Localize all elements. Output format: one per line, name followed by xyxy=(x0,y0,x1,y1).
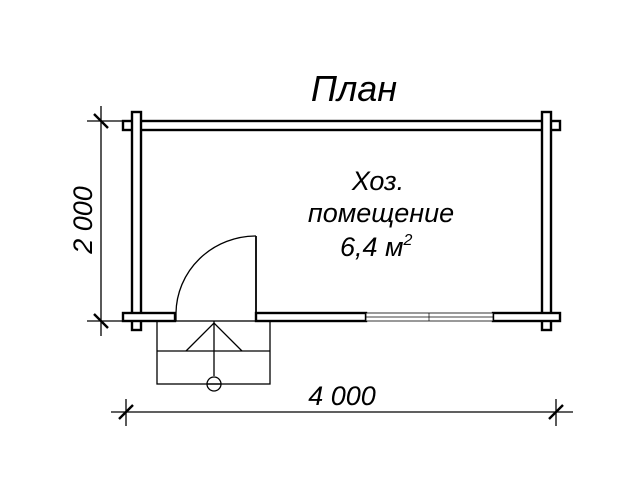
room-name-line2: помещение xyxy=(308,198,454,228)
bottom-wall-middle xyxy=(254,311,368,323)
width-dimension-label: 4 000 xyxy=(308,381,376,411)
right-wall xyxy=(540,110,553,332)
walls xyxy=(121,110,562,332)
width-dimension: 4 000 xyxy=(111,381,573,426)
left-wall xyxy=(130,110,143,332)
room-area: 6,4 м2 xyxy=(340,232,413,262)
room-name-line1: Хоз. xyxy=(351,166,404,196)
bottom-wall-right xyxy=(491,311,562,323)
top-wall xyxy=(121,119,562,132)
entry-arrow xyxy=(185,322,243,352)
window xyxy=(365,312,494,322)
height-dimension-label: 2 000 xyxy=(68,186,98,255)
door xyxy=(175,235,257,321)
room-label: Хоз. помещение 6,4 м2 xyxy=(308,166,454,262)
height-dimension: 2 000 xyxy=(68,106,132,336)
bottom-wall-left xyxy=(121,311,177,323)
plan-title: План xyxy=(311,68,397,109)
porch-steps xyxy=(156,320,271,392)
door-swing-arc xyxy=(175,235,257,314)
